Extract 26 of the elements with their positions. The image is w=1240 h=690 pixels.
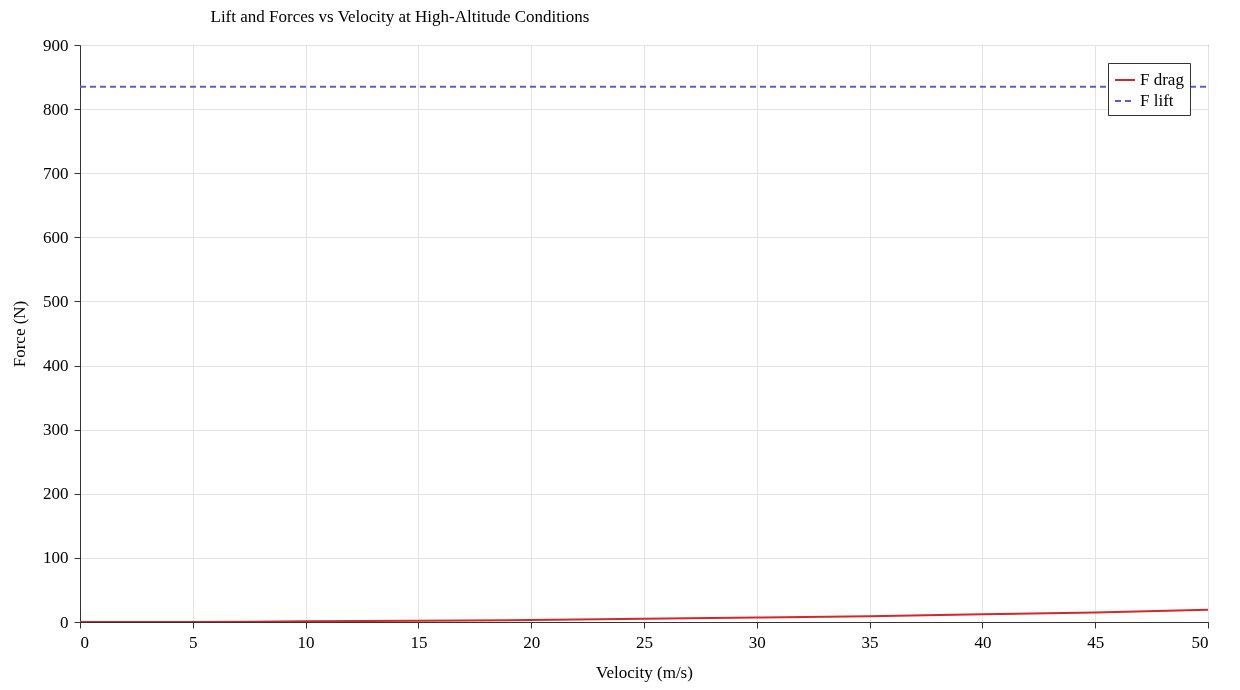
y-tick-label: 700 bbox=[43, 163, 69, 183]
x-tick-label: 50 bbox=[1191, 632, 1209, 652]
y-tick-label: 800 bbox=[43, 99, 69, 119]
y-tick-label: 0 bbox=[60, 612, 69, 632]
x-axis-title: Velocity (m/s) bbox=[596, 662, 693, 682]
x-tick-label: 10 bbox=[297, 632, 315, 652]
y-tick-label: 500 bbox=[43, 291, 69, 311]
y-tick-label: 400 bbox=[43, 356, 69, 376]
y-tick-label: 300 bbox=[43, 420, 69, 440]
x-tick-label: 0 bbox=[80, 632, 89, 652]
y-axis-title: Force (N) bbox=[10, 300, 29, 368]
y-tick-label: 600 bbox=[43, 227, 69, 247]
x-tick-label: 35 bbox=[861, 632, 879, 652]
legend-label: F lift bbox=[1140, 91, 1174, 110]
y-tick-label: 100 bbox=[43, 548, 69, 568]
x-tick-label: 15 bbox=[410, 632, 428, 652]
x-tick-label: 45 bbox=[1087, 632, 1105, 652]
y-tick-label: 900 bbox=[43, 35, 69, 55]
x-tick-label: 20 bbox=[523, 632, 541, 652]
legend-label: F drag bbox=[1140, 70, 1185, 89]
x-tick-label: 5 bbox=[189, 632, 198, 652]
x-tick-label: 30 bbox=[748, 632, 766, 652]
x-tick-label: 25 bbox=[636, 632, 653, 652]
y-tick-label: 200 bbox=[43, 484, 69, 504]
x-tick-label: 40 bbox=[974, 632, 992, 652]
chart-title: Lift and Forces vs Velocity at High-Altitude Conditions bbox=[210, 7, 590, 26]
